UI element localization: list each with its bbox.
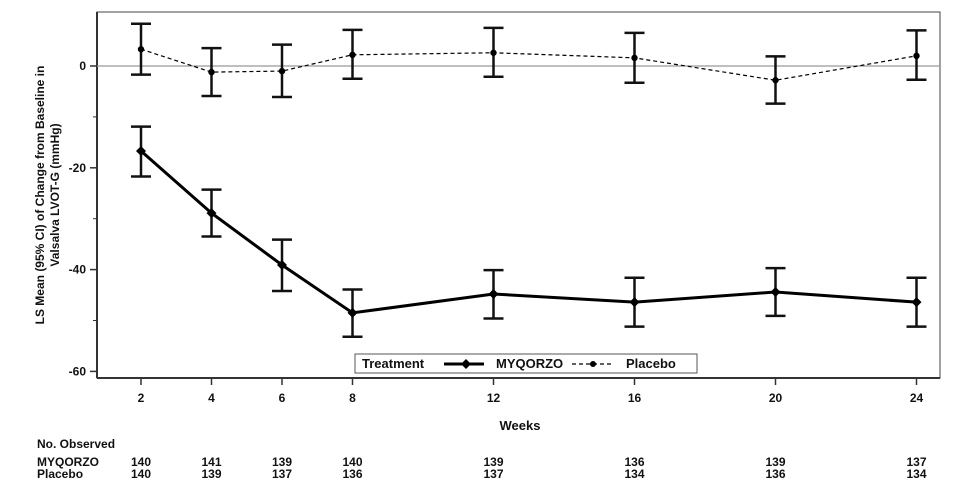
series-line-placebo bbox=[140, 48, 917, 81]
data-point-placebo bbox=[349, 51, 356, 59]
data-point-placebo bbox=[631, 54, 638, 62]
observed-count-myqorzo: 140 bbox=[131, 455, 151, 469]
observed-count-placebo: 137 bbox=[483, 467, 503, 481]
observed-count-placebo: 134 bbox=[624, 467, 644, 481]
observed-count-myqorzo: 141 bbox=[201, 455, 221, 469]
data-point-myqorzo bbox=[347, 307, 358, 318]
observed-count-myqorzo: 139 bbox=[272, 455, 292, 469]
data-point-myqorzo bbox=[488, 289, 499, 300]
observed-row-label-myqorzo: MYQORZO bbox=[37, 455, 99, 469]
legend: Treatment MYQORZO Placebo bbox=[354, 353, 698, 374]
observed-count-myqorzo: 140 bbox=[342, 455, 362, 469]
observed-count-myqorzo: 139 bbox=[765, 455, 785, 469]
x-tick-label: 24 bbox=[910, 391, 924, 405]
y-axis-label-line2: Valsalva LVOT-G (mmHg) bbox=[48, 123, 62, 266]
data-point-myqorzo bbox=[277, 260, 287, 271]
x-tick-label: 2 bbox=[138, 391, 145, 405]
legend-label-placebo: Placebo bbox=[626, 356, 676, 371]
x-tick-label: 6 bbox=[279, 391, 286, 405]
legend-marker-placebo bbox=[590, 361, 596, 367]
legend-title: Treatment bbox=[362, 356, 425, 371]
observed-count-myqorzo: 137 bbox=[906, 455, 926, 469]
y-tick-label: -60 bbox=[69, 364, 87, 378]
observed-count-placebo: 139 bbox=[201, 467, 221, 481]
data-point-placebo bbox=[137, 46, 145, 53]
data-point-myqorzo bbox=[911, 297, 922, 308]
data-point-myqorzo bbox=[770, 286, 781, 297]
observed-count-myqorzo: 136 bbox=[624, 455, 644, 469]
observed-count-placebo: 134 bbox=[906, 467, 926, 481]
data-point-myqorzo bbox=[206, 208, 217, 219]
series-line-myqorzo bbox=[140, 149, 917, 315]
data-point-placebo bbox=[278, 67, 286, 75]
data-point-placebo bbox=[772, 77, 779, 84]
y-tick-label: 0 bbox=[79, 59, 86, 73]
data-point-placebo bbox=[490, 49, 497, 56]
observed-row-label-placebo: Placebo bbox=[37, 467, 83, 481]
data-point-placebo bbox=[208, 68, 215, 76]
x-tick-label: 16 bbox=[628, 391, 642, 405]
legend-marker-myqorzo bbox=[461, 359, 471, 369]
x-axis-label: Weeks bbox=[500, 418, 541, 433]
observed-count-myqorzo: 139 bbox=[483, 455, 503, 469]
observed-count-placebo: 137 bbox=[272, 467, 292, 481]
x-tick-label: 20 bbox=[769, 391, 783, 405]
data-point-placebo bbox=[913, 52, 920, 60]
y-axis-label-line1: LS Mean (95% CI) of Change from Baseline… bbox=[33, 66, 47, 325]
x-tick-label: 12 bbox=[487, 391, 501, 405]
observed-count-placebo: 136 bbox=[342, 467, 362, 481]
observed-title: No. Observed bbox=[37, 437, 115, 451]
y-tick-label: -20 bbox=[69, 161, 87, 175]
plot-frame bbox=[96, 11, 941, 379]
x-tick-label: 4 bbox=[208, 391, 215, 405]
data-point-myqorzo bbox=[136, 146, 146, 157]
observed-count-placebo: 140 bbox=[131, 467, 151, 481]
data-point-myqorzo bbox=[629, 297, 640, 308]
y-tick-label: -40 bbox=[69, 263, 87, 277]
x-tick-label: 8 bbox=[349, 391, 356, 405]
legend-box bbox=[354, 353, 698, 374]
observed-count-placebo: 136 bbox=[765, 467, 785, 481]
legend-label-myqorzo: MYQORZO bbox=[496, 356, 563, 371]
